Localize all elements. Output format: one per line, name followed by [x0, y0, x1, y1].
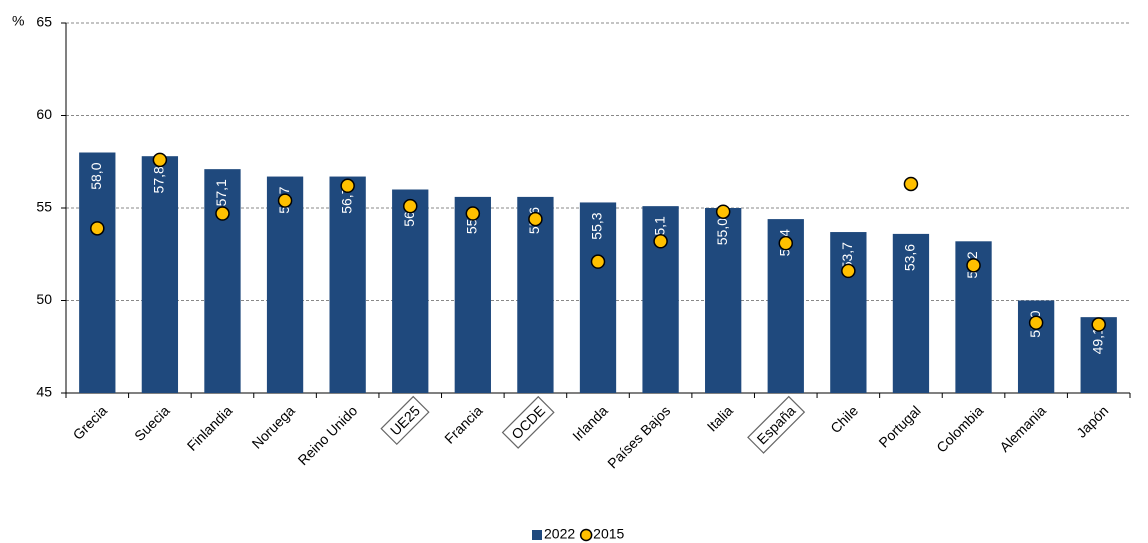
legend-swatch — [579, 528, 593, 542]
x-tick-label: Irlanda — [569, 402, 611, 444]
label-box — [380, 395, 430, 446]
y-tick-label: 50 — [36, 291, 52, 307]
x-tick-label: Alemania — [996, 402, 1049, 455]
y-tick-label: 65 — [36, 14, 52, 30]
value-label: 56,7 — [338, 186, 354, 213]
value-label: 58,0 — [88, 162, 104, 189]
dot — [590, 254, 606, 269]
dot — [402, 198, 418, 214]
bar — [517, 196, 554, 393]
bar — [79, 152, 116, 393]
x-tick-label: OCDE — [508, 402, 548, 442]
y-axis-label: % — [12, 13, 24, 29]
bar — [892, 233, 930, 393]
value-label: 49,1 — [1089, 327, 1105, 354]
y-tick-label: 55 — [36, 199, 52, 215]
x-tick-label: Reino Unido — [295, 402, 361, 468]
x-tick-label: UE25 — [387, 402, 423, 438]
x-tick-label: Japón — [1073, 402, 1111, 440]
x-tick-label: Noruega — [249, 402, 298, 451]
x-tick-label: Países Bajos — [604, 402, 673, 471]
bar — [830, 232, 867, 393]
x-tick-label: Finlandia — [184, 402, 236, 454]
dot — [1028, 315, 1044, 330]
dot — [528, 211, 543, 227]
dot — [903, 176, 919, 192]
dot — [465, 206, 481, 221]
bar — [705, 208, 742, 393]
x-tick-label: Colombia — [933, 402, 986, 455]
value-label: 53,6 — [902, 244, 918, 271]
bar — [454, 196, 491, 393]
value-label: 57,8 — [151, 166, 167, 193]
bar — [266, 176, 304, 393]
label-box — [747, 395, 806, 454]
dot — [277, 193, 293, 208]
value-label: 55,3 — [589, 212, 605, 239]
value-label: 53,7 — [839, 242, 855, 269]
bar — [141, 156, 179, 393]
bar — [579, 202, 617, 393]
value-label: 55,0 — [714, 218, 730, 245]
dot — [966, 258, 981, 273]
legend-label: 2015 — [593, 526, 624, 542]
x-tick-label: Italia — [704, 402, 736, 434]
y-tick-label: 45 — [36, 384, 52, 400]
value-label: 57,1 — [213, 179, 229, 206]
x-tick-label: Francia — [441, 402, 485, 446]
bar — [329, 176, 366, 393]
x-tick-label: Portugal — [875, 402, 923, 450]
dot — [841, 263, 856, 279]
legend-swatch — [532, 530, 542, 540]
dot — [1091, 317, 1106, 332]
y-tick-label: 60 — [36, 106, 52, 122]
dot — [215, 206, 230, 221]
dot — [715, 204, 731, 219]
dot — [152, 152, 168, 168]
bar — [392, 189, 429, 393]
dot — [90, 221, 105, 236]
dot — [653, 234, 668, 249]
x-tick-label: Suecia — [131, 402, 173, 444]
legend-label: 2022 — [544, 526, 575, 542]
x-tick-label: Grecia — [70, 402, 111, 443]
dot — [340, 178, 355, 194]
label-box — [501, 395, 555, 449]
dot — [778, 235, 794, 251]
x-tick-label: Chile — [827, 402, 861, 436]
